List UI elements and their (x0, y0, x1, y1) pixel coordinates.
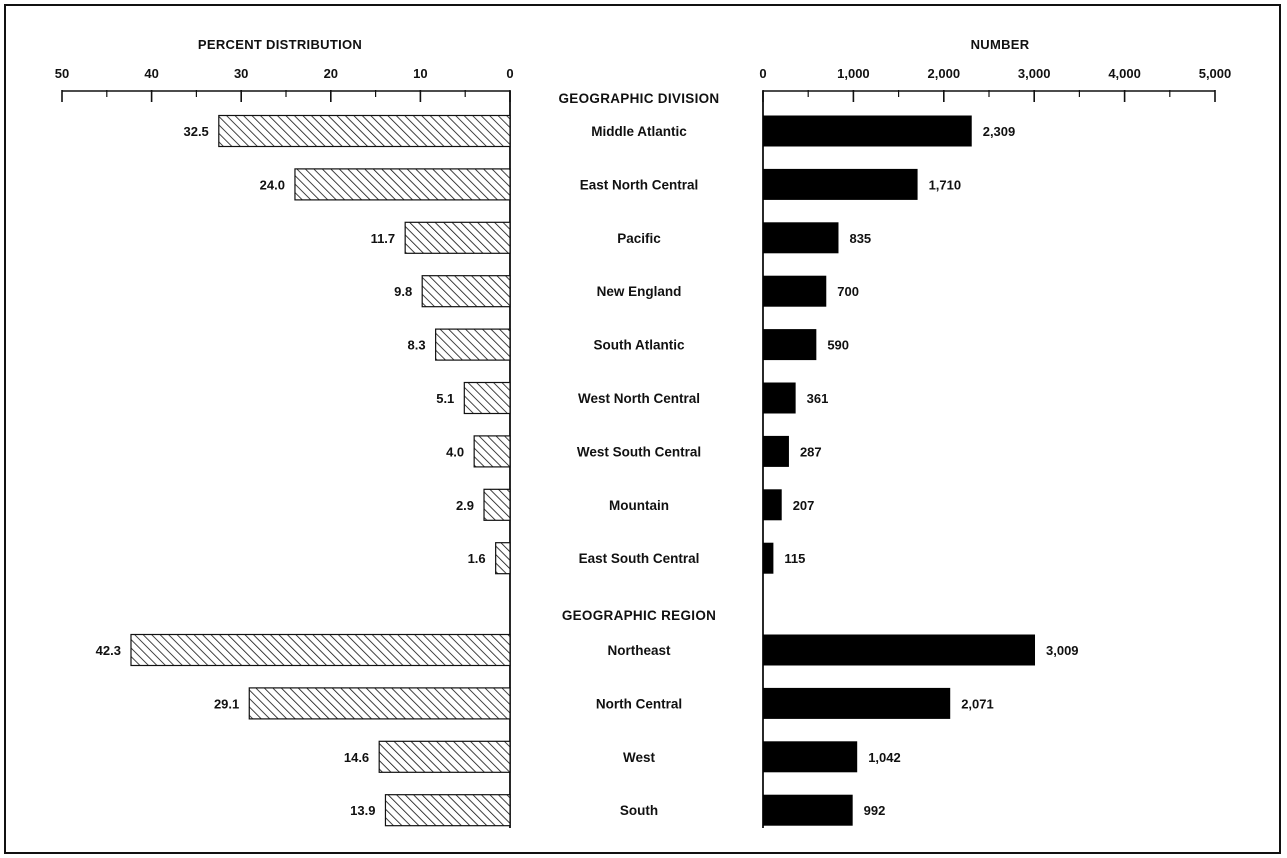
section-title: GEOGRAPHIC REGION (562, 608, 716, 623)
right-axis-tick-label: 2,000 (928, 66, 961, 81)
percent-value-label: 42.3 (96, 643, 121, 658)
left-axis-tick-label: 30 (234, 66, 248, 81)
number-value-label: 835 (849, 231, 871, 246)
left-axis-tick-label: 20 (324, 66, 338, 81)
number-bar (763, 168, 918, 200)
category-label: East South Central (579, 551, 700, 566)
category-label: West (623, 750, 656, 765)
percent-bar (218, 114, 511, 148)
percent-bar (378, 740, 511, 773)
percent-value-label: 29.1 (214, 696, 239, 711)
right-axis-title: NUMBER (971, 37, 1030, 52)
category-label: Mountain (609, 498, 669, 513)
left-axis-title: PERCENT DISTRIBUTION (198, 37, 362, 52)
chart-frame: PERCENT DISTRIBUTION 50 40 30 20 10 0 NUMBER 0 1,… (4, 4, 1281, 854)
number-value-label: 1,042 (868, 750, 901, 765)
category-label: West South Central (577, 444, 701, 459)
number-bar (763, 222, 839, 254)
number-value-label: 590 (827, 338, 849, 353)
bars-layer (130, 114, 1036, 827)
percent-value-label: 13.9 (350, 803, 375, 818)
percent-bar (463, 381, 511, 415)
category-label: New England (597, 284, 682, 299)
category-label: Pacific (617, 231, 661, 246)
number-bar (763, 275, 827, 307)
number-bar (763, 794, 853, 826)
percent-value-label: 4.0 (446, 444, 464, 459)
percent-value-label: 9.8 (394, 284, 412, 299)
number-value-label: 992 (864, 803, 886, 818)
right-axis-tick-label: 5,000 (1199, 66, 1232, 81)
percent-bar (483, 488, 511, 521)
percent-bar (421, 275, 511, 308)
percent-bar (473, 435, 511, 468)
number-value-label: 115 (784, 551, 805, 566)
left-axis-tick-label: 0 (506, 66, 513, 81)
percent-bar (404, 221, 511, 254)
category-label: South Atlantic (594, 338, 685, 353)
number-bar (763, 329, 817, 361)
percent-value-label: 32.5 (183, 124, 208, 139)
right-axis-tick-label: 0 (759, 66, 766, 81)
labels-layer: PERCENT DISTRIBUTION 50 40 30 20 10 0 NUMBER 0 1,… (55, 37, 1232, 818)
number-value-label: 361 (807, 391, 829, 406)
right-axis-tick-label: 3,000 (1018, 66, 1051, 81)
chart-canvas: PERCENT DISTRIBUTION 50 40 30 20 10 0 NUMBER 0 1,… (55, 37, 1232, 828)
number-value-label: 207 (793, 498, 815, 513)
number-value-label: 1,710 (929, 177, 962, 192)
category-label: East North Central (580, 177, 699, 192)
number-bar (763, 741, 858, 773)
percent-value-label: 14.6 (344, 750, 369, 765)
left-axis-tick-label: 40 (144, 66, 158, 81)
left-axis-tick-label: 50 (55, 66, 69, 81)
percent-value-label: 8.3 (408, 338, 426, 353)
left-axis-tick-label: 10 (413, 66, 427, 81)
number-bar (763, 634, 1036, 666)
number-value-label: 2,071 (961, 696, 994, 711)
percent-value-label: 2.9 (456, 498, 474, 513)
category-label: Northeast (607, 643, 671, 658)
number-value-label: 700 (837, 284, 859, 299)
number-value-label: 3,009 (1046, 643, 1079, 658)
category-label: North Central (596, 696, 682, 711)
right-axis-tick-label: 4,000 (1108, 66, 1141, 81)
percent-value-label: 24.0 (260, 177, 285, 192)
number-bar (763, 489, 782, 521)
percent-bar (384, 794, 511, 827)
percent-value-label: 1.6 (468, 551, 486, 566)
category-label: Middle Atlantic (591, 124, 687, 139)
number-value-label: 2,309 (983, 124, 1016, 139)
percent-bar (248, 687, 511, 720)
percent-value-label: 11.7 (371, 231, 396, 246)
number-bar (763, 687, 951, 719)
percent-value-label: 5.1 (436, 391, 454, 406)
number-bar (763, 542, 774, 574)
percent-bar (495, 542, 511, 575)
number-bar (763, 435, 789, 467)
percent-bar (435, 328, 511, 361)
right-axis-tick-label: 1,000 (837, 66, 870, 81)
section-title: GEOGRAPHIC DIVISION (559, 91, 720, 106)
percent-bar (294, 168, 511, 201)
number-value-label: 287 (800, 444, 822, 459)
number-bar (763, 115, 972, 147)
percent-bar (130, 633, 511, 667)
category-label: West North Central (578, 391, 700, 406)
category-label: South (620, 803, 658, 818)
number-bar (763, 382, 796, 414)
